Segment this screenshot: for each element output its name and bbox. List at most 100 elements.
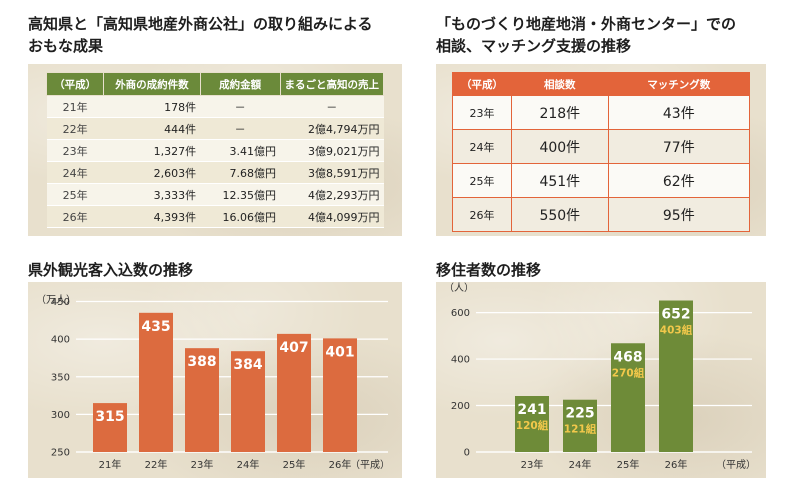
table-cell: 7.68億円 bbox=[200, 161, 280, 184]
section2-title-line1: 「ものづくり地産地消・外商センター」での bbox=[436, 15, 737, 33]
bar-value-label: 315 bbox=[95, 409, 124, 425]
table-cell: 16.06億円 bbox=[200, 205, 280, 228]
table-row: 22年 444件－ 2億4,794万円 bbox=[46, 117, 384, 140]
x-tick-label: 22年 bbox=[145, 458, 168, 471]
table-row: 21年 178件－－ bbox=[46, 95, 384, 118]
table-row: 26年 550件 95件 bbox=[452, 197, 751, 232]
table-cell: 21年 bbox=[46, 95, 104, 118]
table-header: まるごと高知の売上 bbox=[279, 72, 384, 96]
bar bbox=[563, 399, 597, 452]
x-tick-label: 23年 bbox=[191, 458, 214, 471]
table-cell: － bbox=[200, 95, 280, 118]
table-cell: 3,333件 bbox=[103, 183, 201, 206]
table-row: 24年 2,603件 7.68億円 3億8,591万円 bbox=[46, 161, 384, 184]
table-cell: 24年 bbox=[46, 161, 104, 184]
table-cell: 4,393件 bbox=[103, 205, 201, 228]
bar-value-label: 241 bbox=[517, 402, 546, 418]
table-header: （平成） bbox=[452, 72, 512, 96]
migration-chart-panel bbox=[436, 282, 766, 478]
table-row: 23年 218件 43件 bbox=[452, 95, 751, 130]
bar bbox=[323, 338, 357, 452]
section1-title-line1: 高知県と「高知県地産外商公社」の取り組みによる bbox=[28, 15, 373, 33]
x-tick-label: 26年 bbox=[665, 458, 688, 471]
table-header: 相談数 bbox=[511, 72, 609, 96]
household-label: 120組 bbox=[516, 419, 549, 432]
y-tick-label: 600 bbox=[451, 308, 470, 319]
table-cell: 23年 bbox=[46, 139, 104, 162]
x-tick-label: 24年 bbox=[569, 458, 592, 471]
y-axis-unit: （人） bbox=[444, 282, 474, 294]
table-row: 23年 1,327件 3.41億円 3億9,021万円 bbox=[46, 139, 384, 162]
bar-value-label: 388 bbox=[187, 354, 216, 370]
table-cell: 25年 bbox=[452, 163, 512, 198]
bar bbox=[93, 403, 127, 452]
table-row: 25年 451件 62件 bbox=[452, 163, 751, 198]
x-tick-label: 21年 bbox=[99, 458, 122, 471]
household-label: 270組 bbox=[612, 366, 645, 379]
bar-value-label: 384 bbox=[233, 357, 262, 373]
table-cell: 24年 bbox=[452, 129, 512, 164]
table-header: （平成） bbox=[45, 72, 105, 96]
bar bbox=[185, 348, 219, 452]
table-cell: 4億2,293万円 bbox=[280, 183, 384, 206]
bar-value-label: 401 bbox=[325, 344, 354, 360]
table-cell: 26年 bbox=[46, 205, 104, 228]
table-cell: 2,603件 bbox=[103, 161, 201, 184]
y-tick-label: 350 bbox=[51, 372, 70, 383]
table-cell: 4億4,099万円 bbox=[280, 205, 384, 228]
bar bbox=[611, 343, 645, 452]
y-tick-label: 250 bbox=[51, 448, 70, 459]
table-cell: 2億4,794万円 bbox=[280, 117, 384, 140]
y-tick-label: 300 bbox=[51, 410, 70, 421]
tourism-chart-title: 県外観光客入込数の推移 bbox=[28, 261, 194, 279]
table-cell: 451件 bbox=[511, 163, 609, 198]
table-row: 25年 3,333件 12.35億円 4億2,293万円 bbox=[46, 183, 384, 206]
table-cell: 550件 bbox=[511, 197, 609, 232]
table-row: 26年 4,393件 16.06億円 4億4,099万円 bbox=[46, 205, 384, 228]
bar bbox=[659, 300, 693, 452]
household-label: 121組 bbox=[564, 423, 597, 436]
table-cell: 1,327件 bbox=[103, 139, 201, 162]
section2-title-line2: 相談、マッチング支援の推移 bbox=[436, 37, 632, 55]
table-cell: 23年 bbox=[452, 95, 512, 130]
y-tick-label: 450 bbox=[51, 297, 70, 308]
tourism-bar-chart: （万人） 250 300 350 400 450 315 21年 435 22年 388 23年 384… bbox=[36, 294, 390, 471]
bar bbox=[277, 333, 311, 452]
x-tick-label: 25年 bbox=[283, 458, 306, 471]
bar bbox=[515, 396, 549, 452]
table-row: 24年 400件 77件 bbox=[452, 129, 751, 164]
table-cell: 3億9,021万円 bbox=[280, 139, 384, 162]
section1-title-line2: おもな成果 bbox=[28, 37, 104, 55]
results-table: （平成） 外商の成約件数 成約金額 まるごと高知の売上 21年 178件－－ 22年… bbox=[45, 72, 384, 228]
x-tick-label: 25年 bbox=[617, 458, 640, 471]
migration-chart-title: 移住者数の推移 bbox=[436, 261, 542, 279]
x-tick-label: 24年 bbox=[237, 458, 260, 471]
y-tick-label: 200 bbox=[451, 401, 470, 412]
consultation-table: （平成） 相談数 マッチング数 23年 218件 43件 24年 400件 77件 25年 4… bbox=[452, 72, 751, 232]
y-axis-unit: （万人） bbox=[36, 294, 76, 306]
table-cell: 178件 bbox=[103, 95, 201, 118]
table-cell: 3.41億円 bbox=[200, 139, 280, 162]
table-cell: － bbox=[200, 117, 280, 140]
table-cell: 26年 bbox=[452, 197, 512, 232]
table-header: 成約金額 bbox=[199, 72, 281, 96]
y-tick-label: 400 bbox=[451, 355, 470, 366]
y-tick-label: 400 bbox=[51, 335, 70, 346]
bar bbox=[231, 351, 265, 452]
table-cell: 43件 bbox=[607, 95, 751, 130]
table-cell: 400件 bbox=[511, 129, 609, 164]
table-cell: 218件 bbox=[511, 95, 609, 130]
x-axis-suffix: （平成） bbox=[716, 459, 756, 471]
x-tick-label: 23年 bbox=[521, 458, 544, 471]
table-cell: 25年 bbox=[46, 183, 104, 206]
table-cell: 12.35億円 bbox=[200, 183, 280, 206]
table-cell: 62件 bbox=[607, 163, 751, 198]
table-header: マッチング数 bbox=[607, 72, 751, 96]
table-cell: 77件 bbox=[607, 129, 751, 164]
table-cell: 22年 bbox=[46, 117, 104, 140]
x-axis-suffix: （平成） bbox=[350, 459, 390, 471]
table-cell: － bbox=[280, 95, 384, 118]
bar-value-label: 468 bbox=[613, 349, 642, 365]
y-tick-label: 0 bbox=[464, 448, 470, 459]
